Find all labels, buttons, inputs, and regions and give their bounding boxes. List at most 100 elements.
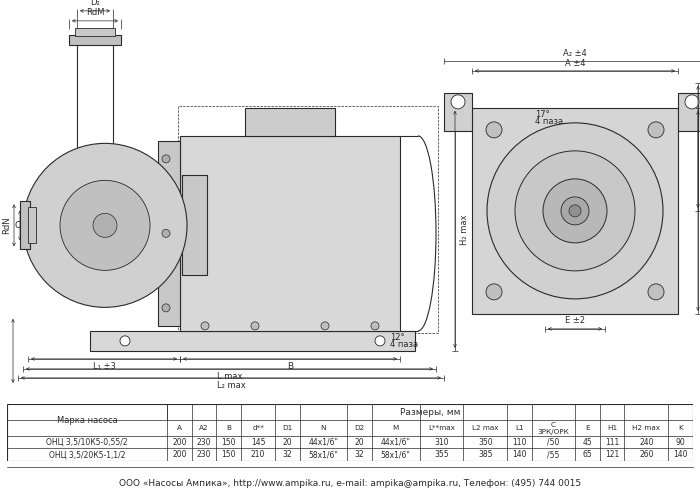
Circle shape <box>162 304 170 312</box>
Text: 230: 230 <box>197 450 211 459</box>
Text: C ±2: C ±2 <box>15 221 36 230</box>
Bar <box>472 108 678 314</box>
Text: L max: L max <box>217 372 242 381</box>
Text: 210: 210 <box>251 450 265 459</box>
Text: C
3РК/ОРК: C 3РК/ОРК <box>538 422 569 434</box>
Circle shape <box>371 322 379 330</box>
Bar <box>178 106 438 333</box>
Text: 12°: 12° <box>390 333 405 342</box>
Text: ОНЦ 3,5/10К5-0,55/2: ОНЦ 3,5/10К5-0,55/2 <box>46 438 128 447</box>
Circle shape <box>451 95 465 109</box>
Circle shape <box>375 336 385 346</box>
Circle shape <box>561 197 589 225</box>
Text: 44x1/6": 44x1/6" <box>381 438 411 447</box>
Text: N: N <box>321 425 326 431</box>
Text: L₁ ±3: L₁ ±3 <box>92 362 116 371</box>
Bar <box>180 136 400 331</box>
Text: L1: L1 <box>515 425 524 431</box>
Bar <box>69 35 121 45</box>
Text: 140: 140 <box>512 450 527 459</box>
Text: 310: 310 <box>434 438 449 447</box>
Text: 200: 200 <box>172 438 187 447</box>
Circle shape <box>201 322 209 330</box>
Text: 260: 260 <box>639 450 654 459</box>
Text: 17°: 17° <box>535 110 550 119</box>
Text: A2: A2 <box>199 425 209 431</box>
Text: A: A <box>177 425 182 431</box>
Text: 145: 145 <box>251 438 265 447</box>
Text: B: B <box>287 362 293 371</box>
Circle shape <box>685 95 699 109</box>
Text: D1: D1 <box>282 425 293 431</box>
Bar <box>90 331 415 351</box>
Text: 58x1/6": 58x1/6" <box>309 450 338 459</box>
Text: 90: 90 <box>676 438 685 447</box>
Text: 58x1/6": 58x1/6" <box>381 450 411 459</box>
Circle shape <box>487 123 663 299</box>
Text: D2: D2 <box>354 425 365 431</box>
Text: 150: 150 <box>222 438 236 447</box>
Text: 240: 240 <box>639 438 654 447</box>
Text: 65: 65 <box>582 450 592 459</box>
Circle shape <box>120 336 130 346</box>
Circle shape <box>486 284 502 300</box>
Text: 32: 32 <box>283 450 292 459</box>
Circle shape <box>93 213 117 237</box>
Text: RdM: RdM <box>85 8 104 17</box>
Text: 200: 200 <box>172 450 187 459</box>
Circle shape <box>162 229 170 237</box>
Text: E: E <box>585 425 589 431</box>
Circle shape <box>648 122 664 138</box>
Text: /55: /55 <box>547 450 560 459</box>
Text: 32: 32 <box>355 450 365 459</box>
Text: Размеры, мм: Размеры, мм <box>400 408 461 417</box>
Text: M: M <box>393 425 399 431</box>
Bar <box>158 141 180 326</box>
Text: d**: d** <box>252 425 264 431</box>
Text: ООО «Насосы Ампика», http://www.ampika.ru, e-mail: ampika@ampika.ru, Телефон: (4: ООО «Насосы Ампика», http://www.ampika.r… <box>119 479 581 488</box>
Bar <box>20 201 30 249</box>
Circle shape <box>486 122 502 138</box>
Text: D₂: D₂ <box>90 0 100 7</box>
Circle shape <box>60 180 150 270</box>
Circle shape <box>543 179 607 243</box>
Text: 355: 355 <box>434 450 449 459</box>
Text: 110: 110 <box>512 438 527 447</box>
Text: 121: 121 <box>605 450 620 459</box>
Circle shape <box>648 284 664 300</box>
Text: D₁: D₁ <box>22 220 31 230</box>
Text: 111: 111 <box>605 438 620 447</box>
Text: K: K <box>678 425 683 431</box>
Text: 140: 140 <box>673 450 688 459</box>
Text: /50: /50 <box>547 438 560 447</box>
Circle shape <box>251 322 259 330</box>
Circle shape <box>321 322 329 330</box>
Text: φd: φd <box>620 194 631 203</box>
Text: RdN: RdN <box>2 216 11 234</box>
Bar <box>444 93 472 131</box>
Circle shape <box>569 205 581 217</box>
Text: A₂ ±4: A₂ ±4 <box>563 49 587 58</box>
Text: 20: 20 <box>283 438 292 447</box>
Text: L2 max: L2 max <box>472 425 498 431</box>
Text: 150: 150 <box>222 450 236 459</box>
Text: 350: 350 <box>478 438 493 447</box>
Text: 385: 385 <box>478 450 493 459</box>
Bar <box>28 208 36 244</box>
Text: 230: 230 <box>197 438 211 447</box>
Circle shape <box>162 155 170 163</box>
Text: H2 max: H2 max <box>632 425 660 431</box>
Text: L₂ max: L₂ max <box>216 381 246 390</box>
Text: 4 паза: 4 паза <box>535 117 563 126</box>
Text: E ±2: E ±2 <box>565 316 585 325</box>
Text: 45: 45 <box>582 438 592 447</box>
Bar <box>245 108 335 136</box>
Text: H1: H1 <box>607 425 617 431</box>
Bar <box>182 176 207 276</box>
Text: ОНЦ 3,5/20К5-1,1/2: ОНЦ 3,5/20К5-1,1/2 <box>49 450 125 459</box>
Bar <box>75 28 115 36</box>
Text: 20: 20 <box>355 438 365 447</box>
Circle shape <box>23 143 187 307</box>
Text: ampika: ampika <box>117 207 343 265</box>
Text: 4 паза: 4 паза <box>390 340 418 350</box>
